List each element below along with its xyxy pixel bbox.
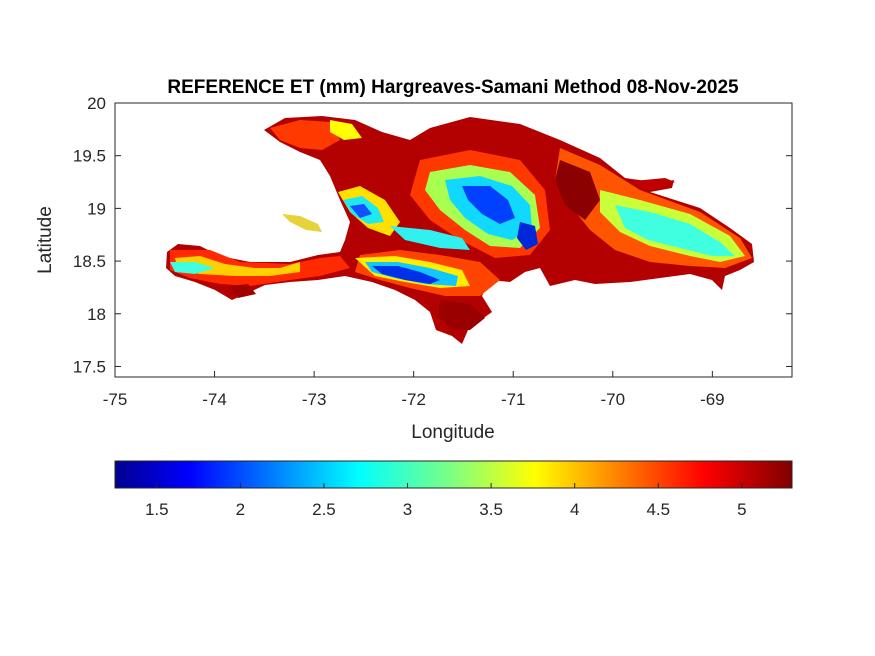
hispaniola-et-map — [166, 116, 754, 344]
colorbar-tick-label: 5 — [737, 500, 746, 519]
y-axis-label: Latitude — [35, 206, 56, 274]
colorbar: 1.5 2 2.5 3 3.5 4 4.5 5 — [114, 460, 793, 519]
colorbar-tick-label: 2 — [236, 500, 245, 519]
colorbar-tick-label: 3.5 — [479, 500, 503, 519]
gonave-island — [282, 214, 322, 232]
y-tick-label: 18.5 — [73, 252, 106, 271]
x-tick-label: -75 — [103, 390, 128, 409]
x-tick-label: -73 — [302, 390, 327, 409]
x-tick-label: -72 — [401, 390, 426, 409]
colorbar-tick-label: 2.5 — [312, 500, 336, 519]
colorbar-tick-label: 4.5 — [646, 500, 670, 519]
x-axis-label: Longitude — [411, 422, 494, 443]
colorbar-tick-label: 4 — [570, 500, 579, 519]
y-tick-label: 19.5 — [73, 147, 106, 166]
x-tick-label: -70 — [601, 390, 626, 409]
y-tick-label: 18 — [87, 305, 106, 324]
chart-title: REFERENCE ET (mm) Hargreaves-Samani Meth… — [167, 77, 739, 98]
colorbar-tick-label: 1.5 — [145, 500, 169, 519]
x-tick-label: -74 — [202, 390, 227, 409]
x-axis: -75 -74 -73 -72 -71 -70 -69 Longitude — [103, 371, 792, 443]
y-tick-label: 19 — [87, 199, 106, 218]
y-axis: 20 19.5 19 18.5 18 17.5 Latitude — [35, 94, 792, 376]
colorbar-tick-label: 3 — [403, 500, 412, 519]
y-tick-label: 17.5 — [73, 357, 106, 376]
x-tick-label: -71 — [501, 390, 526, 409]
tortuga-island — [634, 178, 675, 188]
colorbar-gradient — [114, 460, 793, 489]
y-tick-label: 20 — [87, 94, 106, 113]
x-tick-label: -69 — [700, 390, 725, 409]
